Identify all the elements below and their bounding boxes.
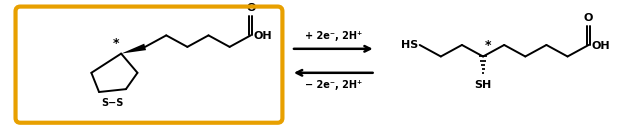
Text: *: *: [113, 37, 119, 50]
Text: HS: HS: [401, 40, 418, 50]
Text: O: O: [246, 3, 256, 13]
Text: OH: OH: [592, 41, 610, 51]
Text: S−S: S−S: [101, 98, 123, 108]
Text: *: *: [485, 39, 491, 52]
Polygon shape: [121, 44, 146, 54]
Text: OH: OH: [254, 31, 272, 41]
Text: + 2e⁻, 2H⁺: + 2e⁻, 2H⁺: [304, 31, 362, 41]
Text: O: O: [584, 13, 593, 23]
Text: − 2e⁻, 2H⁺: − 2e⁻, 2H⁺: [304, 81, 362, 91]
Text: SH: SH: [475, 81, 492, 91]
